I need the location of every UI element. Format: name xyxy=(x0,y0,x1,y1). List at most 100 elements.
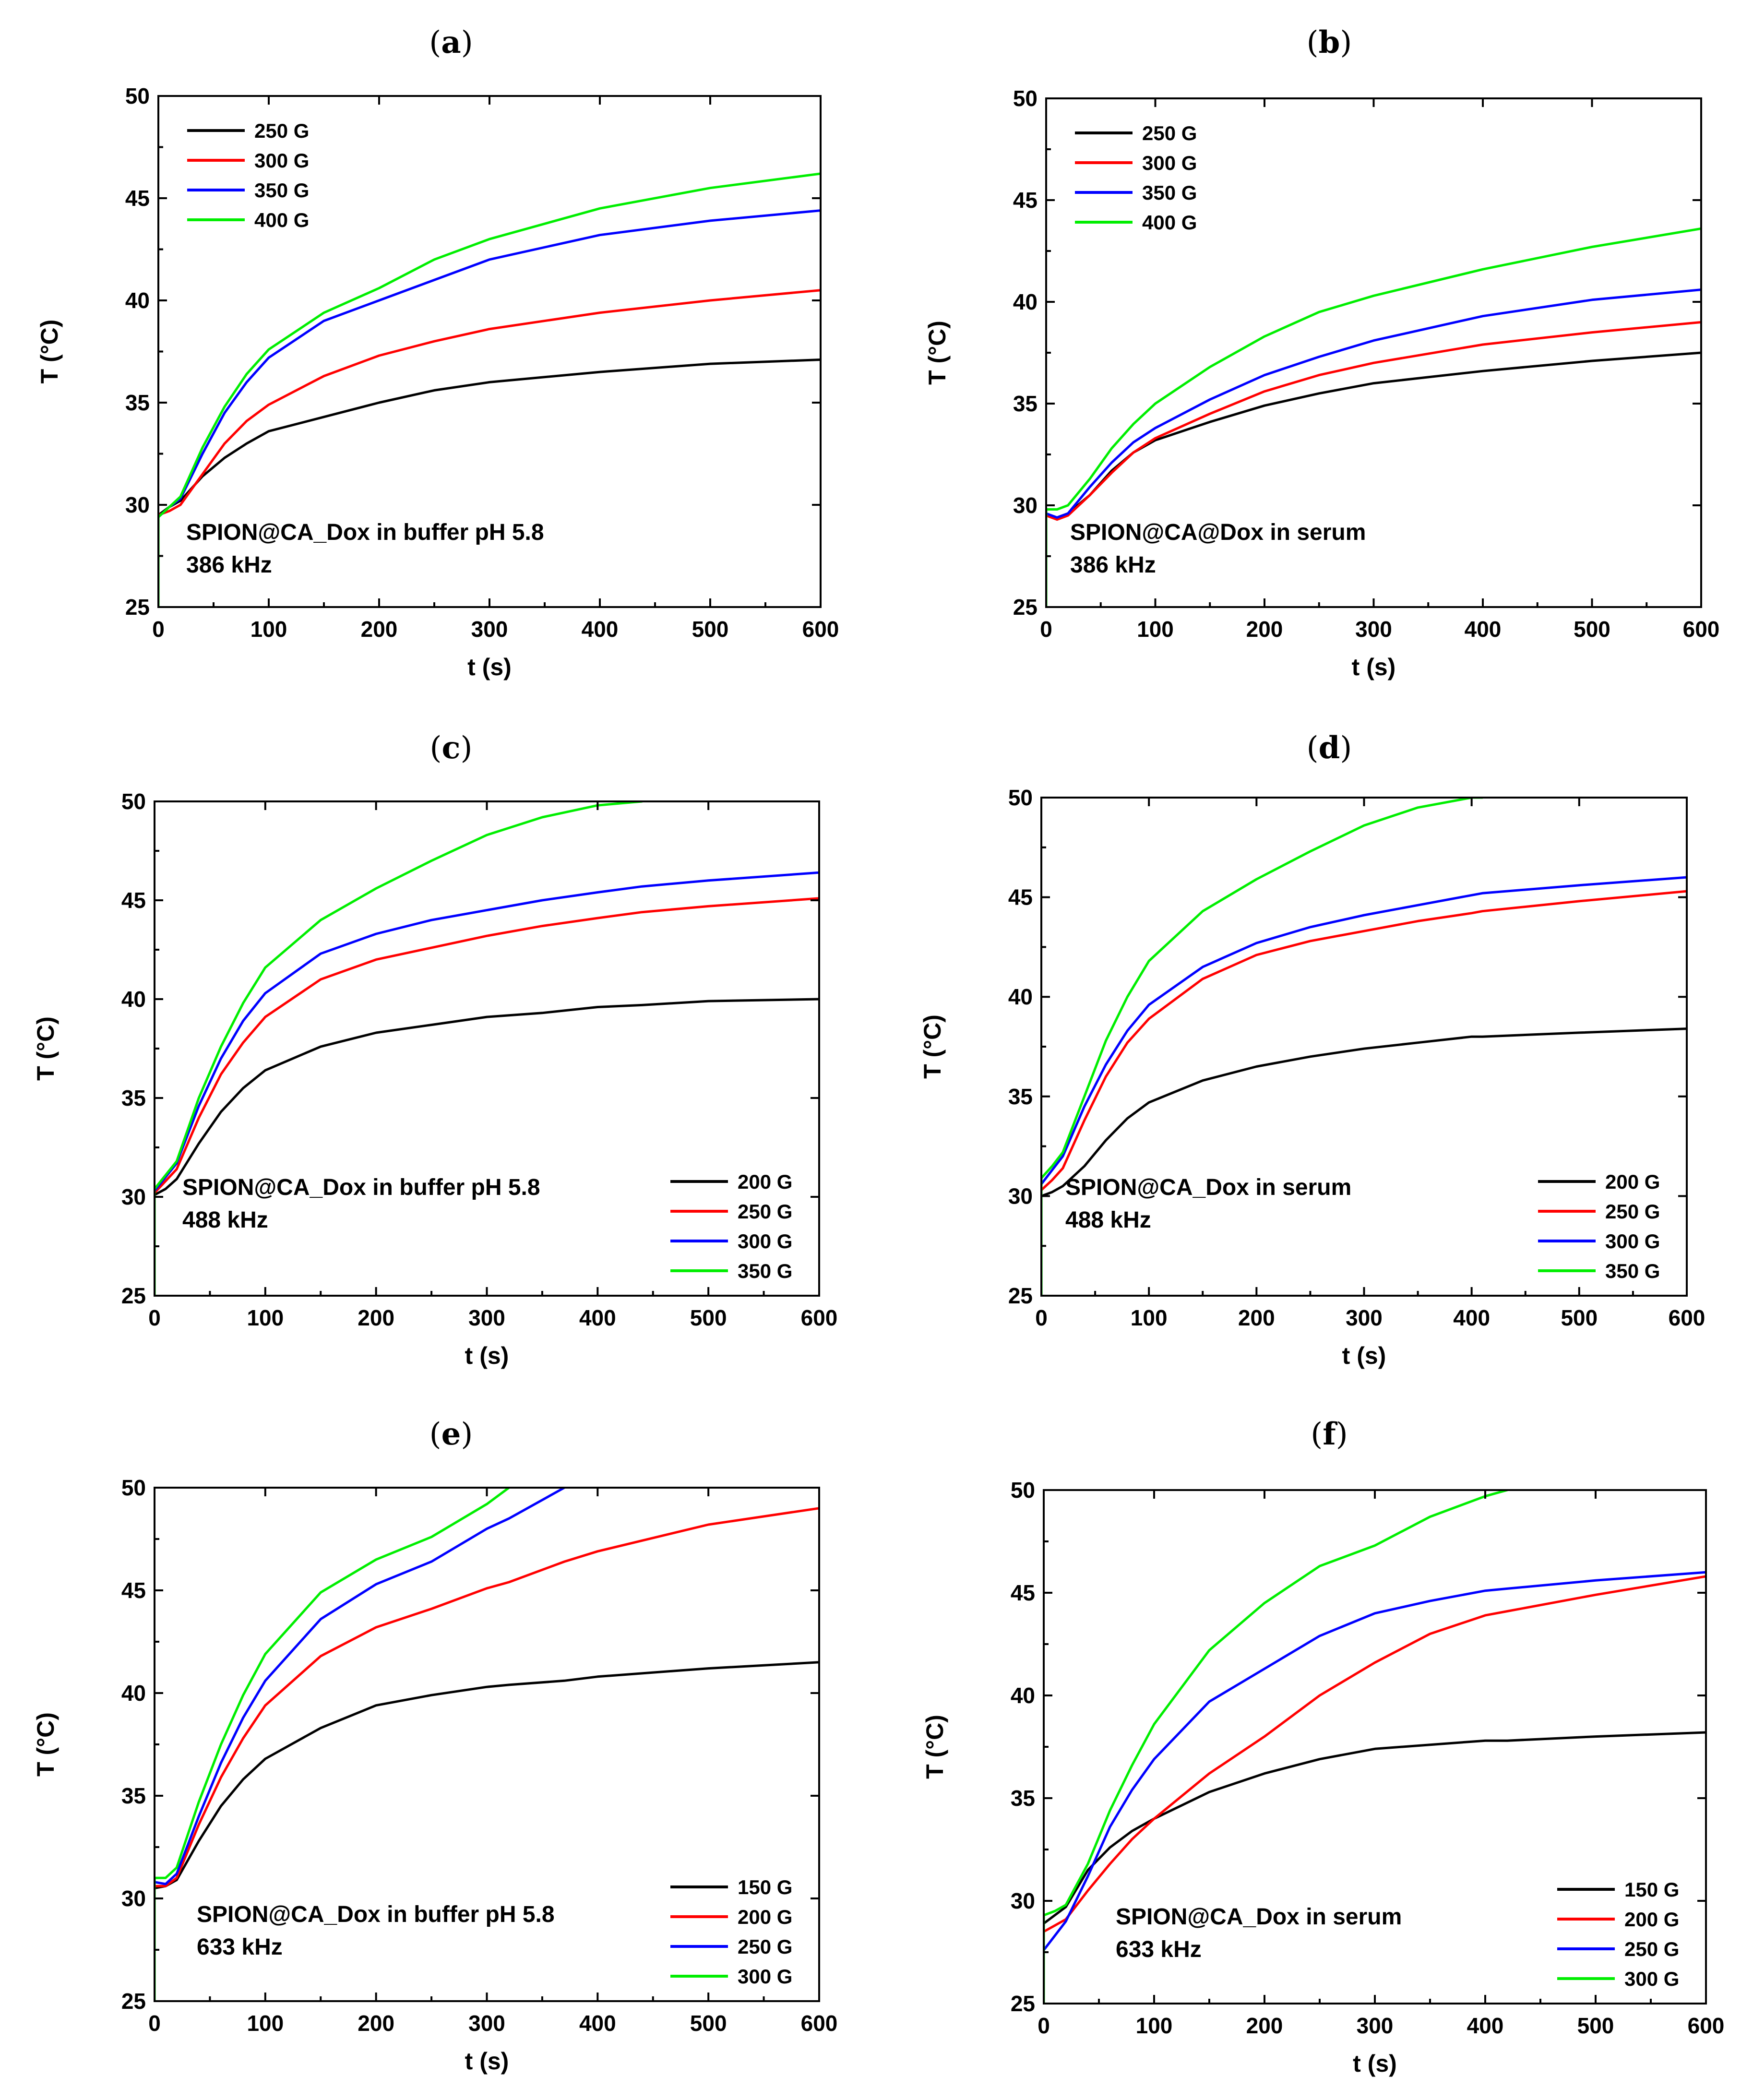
series-line-250-g xyxy=(1041,890,1687,1296)
series-lines xyxy=(1041,798,1687,1296)
y-axis: 25 30 35 40 45 50 xyxy=(121,789,819,1308)
y-tick-label: 45 xyxy=(121,1578,146,1603)
series-line-150-g xyxy=(155,1661,819,2001)
y-tick-label: 35 xyxy=(121,1783,146,1808)
series-line-200-g xyxy=(155,998,819,1296)
x-tick-label: 200 xyxy=(1246,2013,1283,2038)
series-line-300-g xyxy=(1041,876,1687,1296)
annotation: SPION@CA_Dox in buffer pH 5.8 386 kHz xyxy=(186,520,544,578)
x-tick-label: 100 xyxy=(247,2011,284,2036)
series-line-300-g xyxy=(155,1488,511,2001)
x-tick-label: 300 xyxy=(468,2011,505,2036)
x-tick-label: 200 xyxy=(358,2011,394,2036)
legend-label: 300 G xyxy=(1142,152,1197,174)
x-tick-label: 200 xyxy=(1246,617,1283,642)
series-line-400-g xyxy=(1046,227,1701,607)
y-axis: 25 30 35 40 45 50 xyxy=(1011,1478,1706,2016)
legend-label: 400 G xyxy=(1142,211,1197,234)
series-line-250-g xyxy=(158,358,821,607)
x-tick-label: 100 xyxy=(1136,2013,1173,2038)
series-line-250-g xyxy=(155,1488,566,2001)
series-line-300-g xyxy=(155,871,819,1296)
series-line-300-g xyxy=(158,289,821,607)
x-tick-label: 600 xyxy=(801,1305,838,1330)
legend-label: 250 G xyxy=(254,119,309,142)
chart-panel-b: (b) 0 100 200 300 400 500 600 25 30 35 40 45 50 t (s) T… xyxy=(924,24,1719,680)
y-tick-label: 45 xyxy=(121,888,146,913)
legend: 200 G 250 G 300 G 350 G xyxy=(1538,1170,1660,1282)
annotation-line: SPION@CA@Dox in serum xyxy=(1070,520,1366,545)
annotation: SPION@CA_Dox in buffer pH 5.8 633 kHz xyxy=(197,1902,555,1960)
annotation-line: SPION@CA_Dox in buffer pH 5.8 xyxy=(186,520,544,545)
y-tick-label: 25 xyxy=(1013,595,1037,620)
legend-label: 250 G xyxy=(1142,122,1197,144)
legend-label: 200 G xyxy=(738,1906,792,1928)
x-axis: 0 100 200 300 400 500 600 xyxy=(148,1488,837,2036)
y-tick-label: 30 xyxy=(125,492,150,517)
x-tick-label: 300 xyxy=(1357,2013,1394,2038)
y-tick-label: 25 xyxy=(125,595,150,620)
legend-label: 300 G xyxy=(738,1965,792,1988)
legend: 150 G 200 G 250 G 300 G xyxy=(1557,1878,1679,1990)
x-tick-label: 200 xyxy=(358,1305,394,1330)
x-tick-label: 500 xyxy=(1574,617,1610,642)
legend-label: 250 G xyxy=(738,1200,792,1223)
annotation-line: SPION@CA_Dox in buffer pH 5.8 xyxy=(197,1902,555,1927)
x-tick-label: 400 xyxy=(1453,1305,1490,1330)
series-line-350-g xyxy=(155,801,644,1296)
y-axis-title: T (°C) xyxy=(32,1712,59,1777)
legend-label: 300 G xyxy=(1605,1230,1660,1253)
x-tick-label: 500 xyxy=(690,2011,727,2036)
x-axis-title: t (s) xyxy=(465,1342,509,1369)
x-tick-label: 200 xyxy=(1238,1305,1275,1330)
x-axis: 0 100 200 300 400 500 600 xyxy=(1040,98,1719,642)
x-tick-label: 600 xyxy=(1683,617,1720,642)
x-tick-label: 100 xyxy=(1137,617,1174,642)
y-tick-label: 25 xyxy=(1008,1283,1033,1308)
x-tick-label: 300 xyxy=(1355,617,1392,642)
x-tick-label: 600 xyxy=(802,617,839,642)
x-tick-label: 0 xyxy=(148,1305,161,1330)
x-tick-label: 0 xyxy=(1035,1305,1048,1330)
y-tick-label: 50 xyxy=(121,789,146,814)
chart-panel-d: (d) 0 100 200 300 400 500 600 25 30 35 40 45 50 t (s) T… xyxy=(919,730,1705,1369)
x-axis-title: t (s) xyxy=(1352,654,1396,680)
series-lines xyxy=(155,1488,819,2001)
y-tick-label: 30 xyxy=(1013,493,1037,518)
series-lines xyxy=(1046,227,1701,607)
x-tick-label: 600 xyxy=(1669,1305,1705,1330)
x-axis-title: t (s) xyxy=(1353,2050,1397,2077)
x-axis: 0 100 200 300 400 500 600 xyxy=(152,96,839,642)
annotation-line: SPION@CA_Dox in buffer pH 5.8 xyxy=(182,1175,540,1200)
y-tick-label: 50 xyxy=(1008,785,1033,810)
y-axis-title: T (°C) xyxy=(924,321,951,385)
x-axis: 0 100 200 300 400 500 600 xyxy=(1035,798,1705,1330)
annotation-line: 386 kHz xyxy=(1070,552,1156,578)
x-axis-title: t (s) xyxy=(467,654,512,680)
y-axis: 25 30 35 40 45 50 xyxy=(1008,785,1687,1308)
y-tick-label: 45 xyxy=(1011,1580,1035,1605)
series-line-350-g xyxy=(1046,288,1701,607)
y-tick-label: 30 xyxy=(1008,1183,1033,1208)
legend-label: 150 G xyxy=(738,1876,792,1898)
x-tick-label: 300 xyxy=(468,1305,505,1330)
y-tick-label: 50 xyxy=(1011,1478,1035,1503)
y-tick-label: 40 xyxy=(121,1681,146,1706)
x-tick-label: 500 xyxy=(1577,2013,1614,2038)
legend-label: 350 G xyxy=(1605,1260,1660,1282)
legend-label: 400 G xyxy=(254,209,309,231)
series-line-250-g xyxy=(155,897,819,1296)
annotation-line: SPION@CA_Dox in serum xyxy=(1116,1904,1402,1930)
annotation-line: 633 kHz xyxy=(1116,1937,1202,1962)
panel-letter: (d) xyxy=(1307,730,1352,766)
annotation-line: 633 kHz xyxy=(197,1934,283,1960)
panel-letter: (e) xyxy=(429,1416,473,1452)
series-line-150-g xyxy=(1044,1731,1706,2004)
series-line-200-g xyxy=(1044,1575,1706,2004)
legend-label: 300 G xyxy=(1624,1968,1679,1990)
annotation-line: 386 kHz xyxy=(186,552,272,578)
y-axis: 25 30 35 40 45 50 xyxy=(1013,86,1701,620)
y-tick-label: 50 xyxy=(121,1475,146,1500)
y-axis-title: T (°C) xyxy=(32,1016,59,1081)
series-lines xyxy=(158,172,821,607)
